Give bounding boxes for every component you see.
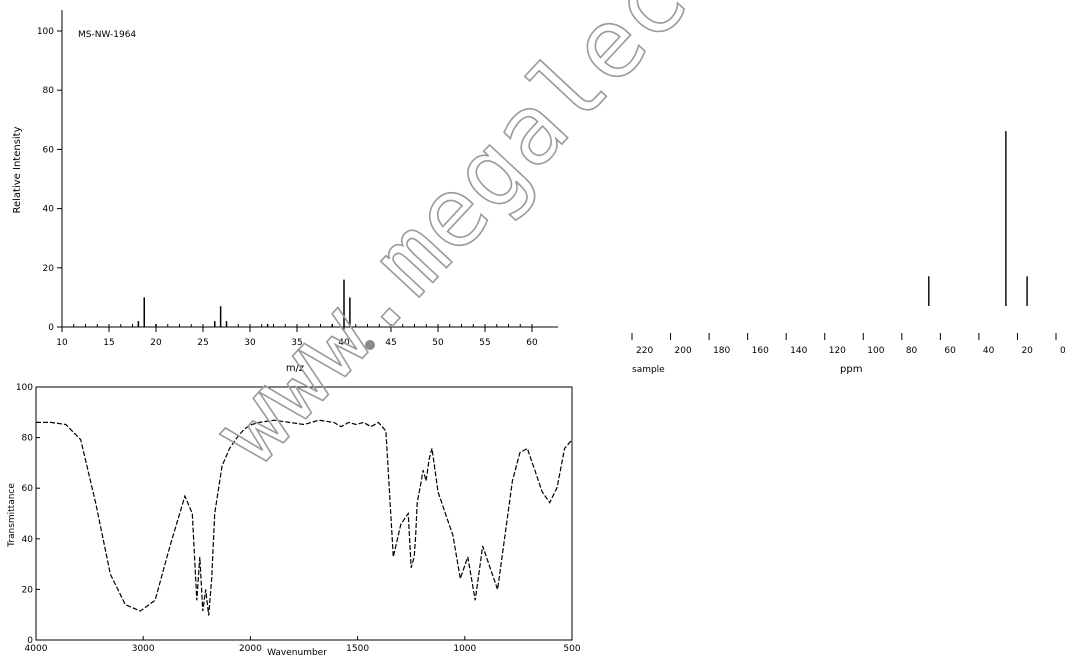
mass-x-tick-label: 45 [385,338,396,348]
nmr-x-tick-label: 120 [829,346,846,356]
ir-y-tick-label: 0 [27,636,33,646]
mass-x-ticks: 10 15 20 25 30 35 40 45 50 55 60 [56,324,538,348]
ir-y-tick-label: 60 [22,484,34,494]
ir-x-ticks: 4000 3000 2000 1500 1000 500 [25,636,581,654]
ir-y-tick-label: 80 [22,434,34,444]
mass-peaks [137,279,351,327]
watermark: www.megalecture [192,0,867,486]
nmr-x-tick-label: 40 [983,346,995,356]
nmr-spectrum-chart: sample ppm 220 200 180 160 140 120 100 80 60 40 20… [631,131,1065,375]
nmr-x-axis-title: ppm [840,364,862,375]
watermark-text: www.megalecture [193,0,866,486]
ir-x-tick-label: 500 [563,644,580,654]
mass-spectrum-chart: MS-NW-1964 Relative Intensity m/z 10 15 20… [12,10,558,374]
mass-y-tick-label: 20 [43,264,55,274]
mass-x-tick-label: 15 [103,338,114,348]
nmr-x-tick-label: 220 [636,346,653,356]
nmr-x-tick-label: 80 [906,346,918,356]
ir-y-ticks: 0 20 40 60 80 100 [16,383,40,646]
mass-x-tick-label: 35 [291,338,302,348]
mass-x-axis-title: m/z [286,363,304,374]
mass-y-tick-label: 60 [43,145,55,155]
mass-x-tick-label: 20 [150,338,162,348]
nmr-x-tick-label: 140 [790,346,807,356]
mass-y-ticks: 0 20 40 60 80 100 [37,27,62,333]
ir-y-tick-label: 40 [22,535,34,545]
ir-x-tick-label: 1000 [453,644,476,654]
ir-y-axis-title: Transmittance [7,483,17,548]
nmr-x-tick-label: 60 [944,346,956,356]
ir-x-axis-title: Wavenumber [267,648,327,656]
ir-x-tick-label: 2000 [239,644,262,654]
nmr-peaks [928,131,1028,306]
ir-series-line [36,419,573,616]
mass-x-tick-label: 30 [244,338,256,348]
ir-spectrum-chart: Transmittance Wavenumber 4000 3000 2000 150… [7,383,581,656]
nmr-x-ticks: 220 200 180 160 140 120 100 80 60 40 20 0 [631,333,1065,356]
nmr-x-tick-label: 20 [1021,346,1033,356]
nmr-sample-label: sample [632,365,665,375]
ir-y-tick-label: 20 [22,585,34,595]
nmr-x-tick-label: 180 [713,346,730,356]
watermark-dot [365,340,375,350]
nmr-x-tick-label: 0 [1060,346,1065,356]
mass-y-tick-label: 100 [37,27,54,37]
mass-x-tick-label: 40 [338,338,350,348]
mass-y-axis-title: Relative Intensity [12,126,23,213]
mass-y-tick-label: 40 [43,205,55,215]
mass-x-tick-label: 50 [432,338,444,348]
ir-x-tick-label: 1500 [346,644,369,654]
ir-x-tick-label: 3000 [132,644,155,654]
nmr-x-tick-label: 100 [867,346,884,356]
ir-y-tick-label: 100 [16,383,33,393]
ir-x-tick-label: 4000 [25,644,48,654]
nmr-x-tick-label: 200 [675,346,692,356]
mass-annotation: MS-NW-1964 [78,30,136,40]
mass-x-tick-label: 55 [479,338,490,348]
ir-plot-frame [35,386,573,641]
mass-x-tick-label: 60 [526,338,538,348]
mass-x-tick-label: 10 [56,338,68,348]
mass-x-tick-label: 25 [197,338,208,348]
mass-y-tick-label: 0 [48,323,54,333]
nmr-x-tick-label: 160 [752,346,769,356]
mass-y-tick-label: 80 [43,86,55,96]
